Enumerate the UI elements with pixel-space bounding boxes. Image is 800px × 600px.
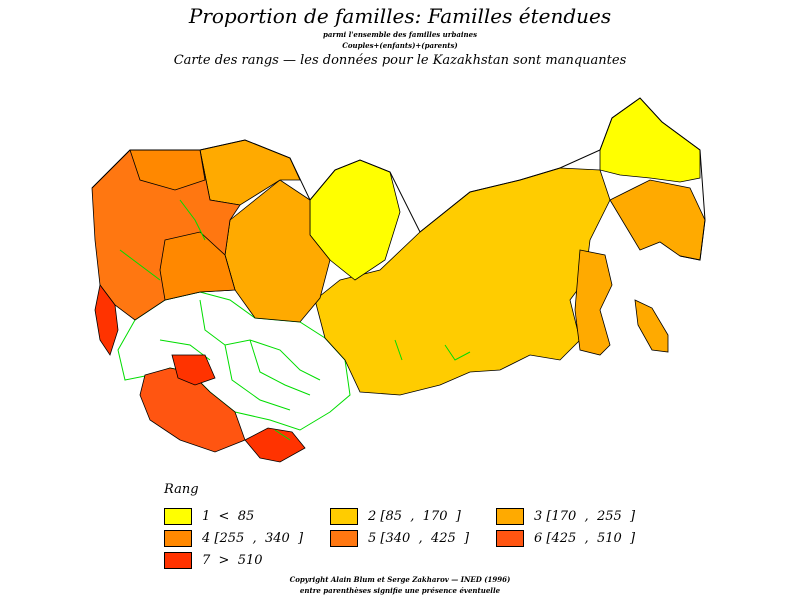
legend-label-rank-4: 4 [255 , 340 ] [202, 530, 304, 546]
legend-label-rank-1: 1 < 85 [202, 508, 255, 524]
legend-item-rank-1: 1 < 85 [164, 507, 255, 525]
legend-label-rank-7: 7 > 510 [202, 552, 263, 568]
legend-item-rank-6: 6 [425 , 510 ] [496, 529, 636, 547]
region-rank-1-northeast [599, 97, 701, 183]
legend-item-rank-3: 3 [170 , 255 ] [496, 507, 636, 525]
legend-label-rank-2: 2 [85 , 170 ] [368, 508, 461, 524]
legend-item-rank-4: 4 [255 , 340 ] [164, 529, 304, 547]
legend-item-rank-5: 5 [340 , 425 ] [330, 529, 470, 547]
region-rank-3-kamchatka [574, 249, 613, 356]
map-subtitle-population: parmi l'ensemble des familles urbaines [322, 30, 478, 39]
map-subtitle-definition: Couples+(enfants)+(parents) [342, 41, 458, 50]
legend-swatch-rank-1 [164, 507, 192, 525]
footnote: entre parenthèses signifie une présence … [299, 586, 501, 595]
legend-item-rank-7: 7 > 510 [164, 551, 263, 569]
legend-title: Rang [164, 482, 199, 497]
legend-swatch-rank-5 [330, 529, 358, 547]
legend-label-rank-3: 3 [170 , 255 ] [534, 508, 636, 524]
copyright-notice: Copyright Alain Blum et Serge Zakharov —… [289, 575, 511, 584]
region-rank-3-sakhalin [634, 299, 669, 353]
rivers [119, 199, 471, 441]
legend-item-rank-2: 2 [85 , 170 ] [330, 507, 461, 525]
region-rank-7-central-asia [171, 354, 216, 386]
region-rank-3-fareast [609, 179, 706, 261]
region-rank-7-southwest [94, 284, 119, 356]
legend-swatch-rank-7 [164, 551, 192, 569]
legend-swatch-rank-6 [496, 529, 524, 547]
legend-label-rank-5: 5 [340 , 425 ] [368, 530, 470, 546]
map-title: Proportion de familles: Familles étendue… [188, 4, 612, 28]
coastline [91, 97, 706, 261]
region-missing-borders [159, 299, 321, 411]
map-subtitle-note: Carte des rangs — les données pour le Ka… [173, 53, 627, 68]
region-rank-7-tajikistan [244, 427, 306, 463]
legend-swatch-rank-2 [330, 507, 358, 525]
legend-swatch-rank-4 [164, 529, 192, 547]
legend-label-rank-6: 6 [425 , 510 ] [534, 530, 636, 546]
legend-swatch-rank-3 [496, 507, 524, 525]
region-rank-4-volga [159, 231, 236, 301]
